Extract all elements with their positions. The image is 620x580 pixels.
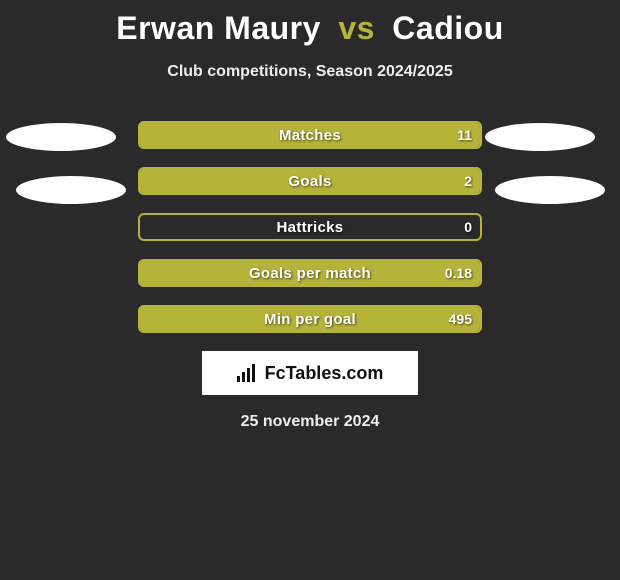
stat-row: Min per goal495	[138, 305, 482, 333]
stat-row: Matches11	[138, 121, 482, 149]
vs-label: vs	[338, 10, 375, 46]
stat-row: Goals per match0.18	[138, 259, 482, 287]
stat-label: Goals per match	[140, 261, 480, 285]
comparison-title: Erwan Maury vs Cadiou	[0, 0, 620, 47]
bar-chart-icon	[237, 364, 259, 382]
brand-box: FcTables.com	[202, 351, 418, 395]
player2-name: Cadiou	[392, 10, 503, 46]
brand-text: FcTables.com	[265, 363, 384, 384]
side-ellipse	[6, 123, 116, 151]
stat-label: Matches	[140, 123, 480, 147]
stat-row: Hattricks0	[138, 213, 482, 241]
stat-value: 11	[457, 123, 472, 147]
date-label: 25 november 2024	[0, 413, 620, 431]
comparison-chart: Matches11 Goals2 Hattricks0 Goals per match…	[0, 121, 620, 333]
player1-name: Erwan Maury	[116, 10, 321, 46]
stat-value: 495	[449, 307, 472, 331]
side-ellipse	[485, 123, 595, 151]
stat-label: Hattricks	[140, 215, 480, 239]
subtitle: Club competitions, Season 2024/2025	[0, 63, 620, 81]
stat-value: 0.18	[445, 261, 472, 285]
side-ellipse	[16, 176, 126, 204]
stat-label: Goals	[140, 169, 480, 193]
stat-value: 0	[464, 215, 472, 239]
stat-row: Goals2	[138, 167, 482, 195]
stat-label: Min per goal	[140, 307, 480, 331]
side-ellipse	[495, 176, 605, 204]
stat-value: 2	[464, 169, 472, 193]
